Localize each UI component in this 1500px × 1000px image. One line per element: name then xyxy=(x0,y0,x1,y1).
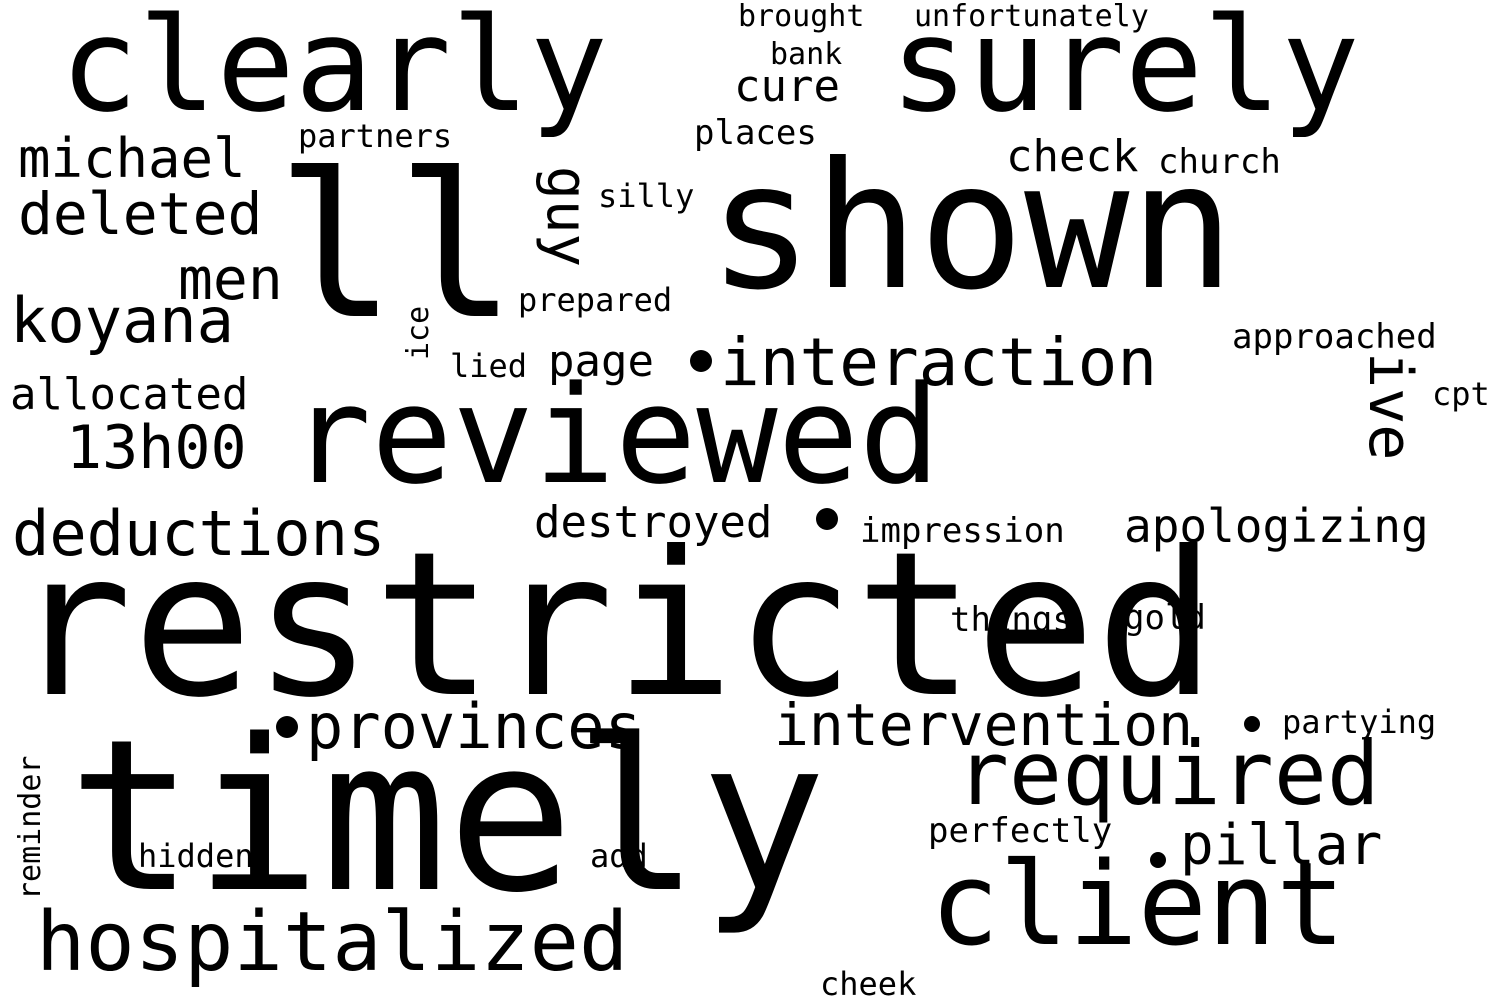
cloud-word: destroyed xyxy=(534,497,773,548)
cloud-word: check xyxy=(1006,131,1139,182)
dot-mark xyxy=(816,508,838,530)
cloud-word: michael xyxy=(18,127,246,190)
cloud-word: prepared xyxy=(518,281,673,319)
cloud-word: ll xyxy=(276,131,517,364)
cloud-word: surely xyxy=(890,0,1360,141)
cloud-word: koyana xyxy=(10,284,234,357)
cloud-word: things xyxy=(950,600,1073,640)
cloud-word: ice xyxy=(401,305,436,360)
cloud-word: allocated xyxy=(10,369,249,420)
cloud-word: impression xyxy=(860,511,1065,551)
cloud-word: men xyxy=(178,245,283,313)
cloud-word: provinces xyxy=(306,690,642,763)
dot-mark xyxy=(1244,716,1260,732)
cloud-word: apologizing xyxy=(1124,499,1429,553)
cloud-word: approached xyxy=(1232,317,1437,357)
cloud-word: page xyxy=(548,336,654,387)
dot-mark xyxy=(276,716,298,738)
cloud-word: deleted xyxy=(18,180,263,248)
cloud-word: cpt xyxy=(1432,375,1490,413)
cloud-word: clearly xyxy=(60,0,608,141)
cloud-word: unfortunately xyxy=(914,0,1149,34)
cloud-word: interaction xyxy=(720,324,1158,401)
cloud-word: brought xyxy=(738,0,865,34)
cloud-word: perfectly xyxy=(928,811,1113,851)
cloud-word: ive xyxy=(1355,352,1425,461)
cloud-word: hidden xyxy=(138,837,254,875)
cloud-word: bank xyxy=(770,37,843,72)
cloud-word: intervention xyxy=(774,691,1194,759)
cloud-word: gold xyxy=(1124,598,1206,638)
cloud-word: pillar xyxy=(1180,813,1383,878)
cloud-word: client xyxy=(930,838,1346,972)
cloud-word: 13h00 xyxy=(66,413,247,483)
cloud-word: timely xyxy=(68,694,827,939)
cloud-word: partying xyxy=(1282,703,1437,741)
cloud-word: church xyxy=(1158,142,1281,182)
dot-mark xyxy=(690,350,712,372)
cloud-word: deductions xyxy=(12,497,386,570)
cloud-word: restricted xyxy=(12,509,1217,742)
cloud-word: shown xyxy=(708,126,1235,329)
cloud-word: add xyxy=(590,837,648,875)
cloud-word: cheek xyxy=(820,965,917,1000)
dot-mark xyxy=(1150,852,1166,868)
cloud-word: lied xyxy=(450,347,528,385)
cloud-word: hospitalized xyxy=(36,895,629,990)
cloud-word: places xyxy=(694,113,817,153)
cloud-word: required xyxy=(956,722,1380,825)
cloud-word: guy xyxy=(534,166,599,268)
cloud-word: silly xyxy=(598,177,695,215)
cloud-word: reminder xyxy=(13,755,48,901)
cloud-word: cure xyxy=(734,61,840,112)
cloud-word: reviewed xyxy=(290,357,941,514)
cloud-word: partners xyxy=(298,117,453,155)
